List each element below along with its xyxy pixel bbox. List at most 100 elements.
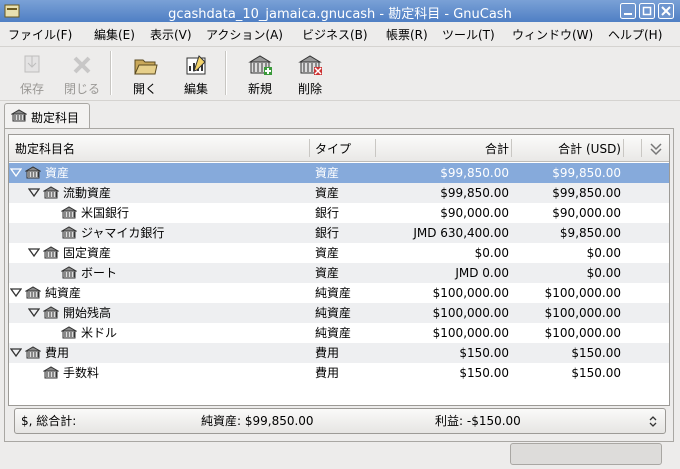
column-separator	[641, 139, 642, 157]
account-type: 銀行	[315, 226, 340, 240]
window-buttons[interactable]	[620, 3, 676, 19]
account-total-usd: $100,000.00	[544, 326, 621, 340]
account-name[interactable]: 純資産	[45, 286, 82, 300]
column-header-row: 勘定科目名 タイプ 合計 合計 (USD)	[9, 135, 669, 162]
column-header[interactable]: 合計	[484, 142, 509, 156]
account-row[interactable]: 米国銀行 銀行 $90,000.00 $90,000.00	[9, 203, 669, 223]
menu-item[interactable]: 編集(E)	[94, 28, 135, 42]
menu-item[interactable]: ウィンドウ(W)	[512, 28, 594, 42]
account-total-usd: $100,000.00	[544, 286, 621, 300]
spinner[interactable]	[645, 413, 661, 429]
account-row[interactable]: 米ドル 純資産 $100,000.00 $100,000.00	[9, 323, 669, 343]
menu-item[interactable]: 表示(V)	[150, 28, 192, 42]
account-name[interactable]: ボート	[81, 266, 118, 280]
account-total-usd: $0.00	[586, 246, 621, 260]
account-icon	[25, 166, 41, 179]
expander	[10, 168, 22, 178]
toolbar-label: 閉じる	[63, 82, 100, 96]
account-icon	[43, 306, 59, 319]
account-total: JMD 630,400.00	[413, 226, 509, 240]
account-total-usd: $9,850.00	[559, 226, 621, 240]
menu-item[interactable]: ファイル(F)	[8, 28, 73, 42]
menu-item[interactable]: 帳票(R)	[386, 28, 428, 42]
account-icon	[25, 286, 41, 299]
account-row[interactable]: ボート 資産 JMD 0.00 $0.00	[9, 263, 669, 283]
app-icon	[4, 4, 20, 18]
account-icon	[61, 326, 77, 339]
menu-item[interactable]: ビジネス(B)	[302, 28, 368, 42]
toolbar: 保存 閉じる 開く 編集 新規 削除	[0, 46, 680, 101]
account-tree: 勘定科目名 タイプ 合計 合計 (USD) 資産 資産 $99,850.00 $99,850.…	[8, 134, 670, 406]
toolbar-separator	[110, 51, 112, 95]
account-type: 純資産	[315, 326, 352, 340]
toolbar-button[interactable]: 開く	[120, 46, 170, 100]
toolbar-label[interactable]: 編集	[183, 82, 208, 96]
summary-profit: 利益: -$150.00	[435, 414, 521, 428]
account-row[interactable]: 純資産 純資産 $100,000.00 $100,000.00	[9, 283, 669, 303]
account-icon	[61, 226, 77, 239]
account-row[interactable]: 資産 資産 $99,850.00 $99,850.00	[9, 163, 669, 183]
account-total: $100,000.00	[432, 306, 509, 320]
account-name[interactable]: 費用	[45, 346, 70, 360]
column-header[interactable]: 勘定科目名	[15, 142, 76, 156]
account-row[interactable]: ジャマイカ銀行 銀行 JMD 630,400.00 $9,850.00	[9, 223, 669, 243]
toolbar-label[interactable]: 削除	[297, 82, 322, 96]
toolbar-label[interactable]: 新規	[247, 82, 272, 96]
account-row[interactable]: 固定資産 資産 $0.00 $0.00	[9, 243, 669, 263]
account-icon	[43, 186, 59, 199]
toolbar-button[interactable]: 編集	[171, 46, 221, 100]
toolbar-label[interactable]: 開く	[132, 82, 157, 96]
account-type: 資産	[315, 246, 340, 260]
account-row[interactable]: 費用 費用 $150.00 $150.00	[9, 343, 669, 363]
toolbar-icon	[248, 55, 272, 75]
toolbar-icon	[298, 55, 322, 75]
account-name[interactable]: 開始残高	[63, 306, 112, 320]
column-separator	[375, 139, 376, 157]
account-name[interactable]: 米ドル	[81, 326, 118, 340]
expander	[28, 248, 40, 258]
account-type: 純資産	[315, 286, 352, 300]
account-type: 費用	[315, 346, 340, 360]
menu-item[interactable]: アクション(A)	[206, 28, 283, 42]
menu-item[interactable]: ヘルプ(H)	[608, 28, 663, 42]
toolbar-icon	[134, 59, 158, 75]
account-type: 資産	[315, 166, 340, 180]
account-total: $100,000.00	[432, 286, 509, 300]
account-total-usd: $100,000.00	[544, 306, 621, 320]
account-total-usd: $99,850.00	[552, 186, 621, 200]
account-name[interactable]: 資産	[45, 166, 70, 180]
account-total-usd: $150.00	[571, 366, 621, 380]
account-name[interactable]: 手数料	[63, 366, 100, 380]
toolbar-button: 閉じる	[57, 46, 107, 100]
account-name[interactable]: 固定資産	[63, 246, 112, 260]
window-title: gcashdata_10_jamaica.gnucash - 勘定科目 - Gn…	[168, 7, 512, 22]
account-total-usd: $150.00	[571, 346, 621, 360]
column-separator	[511, 139, 512, 157]
account-total-usd: $99,850.00	[552, 166, 621, 180]
summary-bar[interactable]: $, 総合計: 純資産: $99,850.00 利益: -$150.00	[14, 408, 666, 434]
account-name[interactable]: ジャマイカ銀行	[81, 226, 165, 240]
tab[interactable]: 勘定科目	[4, 103, 90, 130]
menu-item[interactable]: ツール(T)	[442, 28, 495, 42]
account-row[interactable]: 流動資産 資産 $99,850.00 $99,850.00	[9, 183, 669, 203]
account-type: 資産	[315, 186, 340, 200]
column-header[interactable]: 合計 (USD)	[558, 142, 621, 156]
account-row[interactable]: 開始残高 純資産 $100,000.00 $100,000.00	[9, 303, 669, 323]
title-bar: gcashdata_10_jamaica.gnucash - 勘定科目 - Gn…	[0, 0, 680, 22]
column-header[interactable]: タイプ	[315, 142, 352, 156]
toolbar-separator	[225, 51, 227, 95]
account-name[interactable]: 流動資産	[63, 186, 112, 200]
account-row[interactable]: 手数料 費用 $150.00 $150.00	[9, 363, 669, 383]
account-type: 純資産	[315, 306, 352, 320]
summary-net-assets: 純資産: $99,850.00	[201, 414, 314, 428]
toolbar-button[interactable]: 削除	[285, 46, 335, 100]
account-total: $90,000.00	[440, 206, 509, 220]
account-name[interactable]: 米国銀行	[81, 206, 130, 220]
tab-icon	[11, 109, 27, 122]
expander	[28, 188, 40, 198]
menu-bar: ファイル(F) 編集(E) 表示(V) アクション(A) ビジネス(B) 帳票(R) ツール…	[0, 22, 680, 47]
toolbar-button[interactable]: 新規	[235, 46, 285, 100]
column-chooser	[650, 143, 662, 156]
account-total: $0.00	[474, 246, 509, 260]
